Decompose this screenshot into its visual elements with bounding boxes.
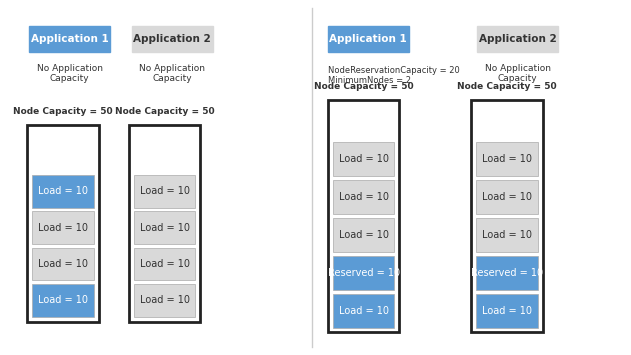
Text: Load = 10: Load = 10 [481,154,532,164]
FancyBboxPatch shape [134,211,196,244]
Text: Load = 10: Load = 10 [38,259,88,269]
FancyBboxPatch shape [476,180,538,214]
Text: Application 2: Application 2 [133,34,211,44]
Text: Load = 10: Load = 10 [339,154,389,164]
Text: Node Capacity = 50: Node Capacity = 50 [115,107,215,116]
FancyBboxPatch shape [333,294,394,328]
FancyBboxPatch shape [333,180,394,214]
FancyBboxPatch shape [476,294,538,328]
FancyBboxPatch shape [132,26,213,53]
Text: Node Capacity = 50: Node Capacity = 50 [13,107,113,116]
Text: Load = 10: Load = 10 [339,192,389,202]
Text: Load = 10: Load = 10 [481,192,532,202]
Text: Load = 10: Load = 10 [139,223,189,233]
FancyBboxPatch shape [476,256,538,290]
Text: Load = 10: Load = 10 [339,230,389,240]
Text: Load = 10: Load = 10 [339,306,389,316]
Text: Load = 10: Load = 10 [139,295,189,305]
FancyBboxPatch shape [32,284,94,317]
FancyBboxPatch shape [134,247,196,280]
FancyBboxPatch shape [333,218,394,252]
FancyBboxPatch shape [129,125,200,322]
Text: Node Capacity = 50: Node Capacity = 50 [457,82,557,91]
Text: Load = 10: Load = 10 [38,295,88,305]
Text: No Application
Capacity: No Application Capacity [37,64,103,83]
FancyBboxPatch shape [134,175,196,208]
Text: Application 1: Application 1 [329,34,407,44]
FancyBboxPatch shape [333,256,394,290]
Text: Node Capacity = 50: Node Capacity = 50 [314,82,413,91]
Text: Reserved = 10: Reserved = 10 [471,268,543,278]
FancyBboxPatch shape [32,175,94,208]
FancyBboxPatch shape [134,284,196,317]
FancyBboxPatch shape [32,247,94,280]
FancyBboxPatch shape [328,26,409,53]
FancyBboxPatch shape [328,100,399,333]
Text: Application 2: Application 2 [479,34,557,44]
FancyBboxPatch shape [477,26,558,53]
FancyBboxPatch shape [333,142,394,176]
Text: Load = 10: Load = 10 [139,259,189,269]
FancyBboxPatch shape [476,218,538,252]
Text: Load = 10: Load = 10 [139,186,189,196]
FancyBboxPatch shape [32,211,94,244]
Text: Load = 10: Load = 10 [38,186,88,196]
Text: Application 1: Application 1 [31,34,109,44]
Text: Load = 10: Load = 10 [38,223,88,233]
FancyBboxPatch shape [27,125,99,322]
Text: NodeReservationCapacity = 20
MinimumNodes = 2: NodeReservationCapacity = 20 MinimumNode… [328,66,459,85]
FancyBboxPatch shape [471,100,543,333]
Text: No Application
Capacity: No Application Capacity [485,64,551,83]
Text: Load = 10: Load = 10 [481,306,532,316]
Text: Reserved = 10: Reserved = 10 [327,268,399,278]
Text: No Application
Capacity: No Application Capacity [139,64,205,83]
Text: Load = 10: Load = 10 [481,230,532,240]
FancyBboxPatch shape [476,142,538,176]
FancyBboxPatch shape [29,26,110,53]
